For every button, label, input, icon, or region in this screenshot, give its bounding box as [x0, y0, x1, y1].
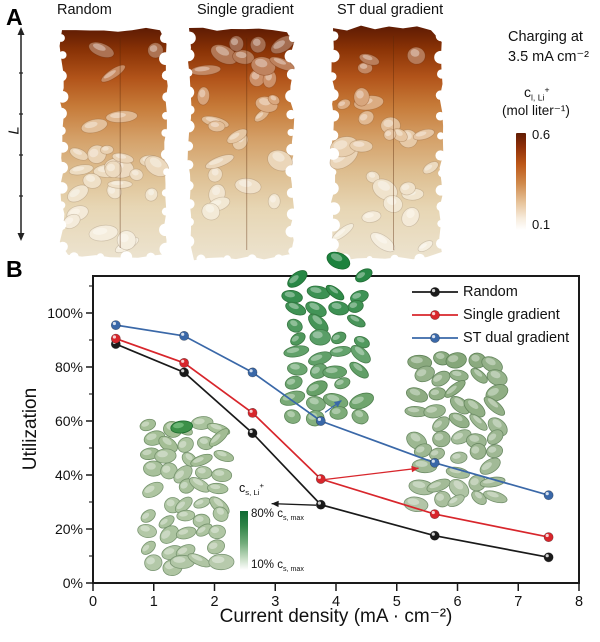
data-point	[543, 490, 554, 501]
data-point	[315, 499, 326, 510]
structure-label-single-gradient: Single gradient	[197, 2, 294, 18]
legend-label-single-gradient: Single gradient	[463, 307, 560, 323]
electrode-render-st-dual-gradient	[325, 25, 448, 265]
structure-label-random: Random	[57, 2, 112, 18]
series-st-dual-gradient	[110, 320, 554, 501]
charging-note: Charging at 3.5 mA cm⁻²	[508, 28, 589, 67]
solid-scale-min: 10% cs, max	[251, 559, 304, 573]
svg-text:80%: 80%	[55, 359, 83, 375]
svg-text:2: 2	[210, 594, 218, 610]
x-axis-title: Current density (mA · cm⁻²)	[219, 606, 453, 627]
porous-structure	[181, 27, 299, 264]
legend-marker-random	[412, 287, 458, 297]
particle-column	[279, 251, 374, 427]
data-point	[315, 416, 326, 426]
data-point	[110, 333, 121, 344]
data-point	[429, 509, 440, 519]
data-point	[247, 367, 258, 378]
charging-note-line2: 3.5 mA cm⁻²	[508, 48, 589, 65]
data-point	[179, 330, 189, 341]
svg-text:5: 5	[393, 594, 401, 610]
inset-particles-random	[137, 416, 235, 577]
svg-text:100%: 100%	[47, 305, 83, 321]
svg-text:3: 3	[271, 594, 279, 610]
data-point	[179, 357, 189, 368]
porous-structure	[325, 25, 448, 265]
chart-legend: Random Single gradient ST dual gradient	[412, 283, 569, 347]
solid-scale-bar	[240, 511, 248, 570]
data-point	[179, 367, 189, 378]
x-axis-ticks: 0 1 2 3 4 5 6 7 8	[89, 584, 583, 610]
legend-item-st-dual-gradient: ST dual gradient	[412, 329, 569, 347]
liquid-conc-symbol: cl, Li+	[524, 84, 550, 103]
liquid-colorbar-min: 0.1	[532, 217, 551, 232]
legend-marker-single-gradient	[412, 310, 458, 320]
svg-text:1: 1	[150, 594, 158, 610]
svg-text:0%: 0%	[63, 575, 83, 591]
charging-note-line1: Charging at	[508, 29, 583, 45]
legend-marker-st-dual-gradient	[412, 333, 458, 343]
annotation-arrow	[323, 465, 419, 481]
inset-particles-single	[403, 351, 509, 513]
svg-text:20%: 20%	[55, 521, 83, 537]
porous-structure	[55, 27, 173, 263]
series-single-gradient	[110, 333, 554, 542]
liquid-colorbar-max: 0.6	[532, 127, 551, 142]
electrode-render-single-gradient	[181, 27, 299, 264]
particle-column	[137, 416, 235, 577]
annotation-arrow	[324, 399, 342, 413]
svg-text:6: 6	[453, 594, 461, 610]
panel-a-label: A	[6, 4, 23, 30]
liquid-colorbar	[516, 133, 526, 230]
inset-particles-st-dual	[279, 251, 374, 429]
legend-label-random: Random	[463, 284, 518, 300]
structure-label-st-dual-gradient: ST dual gradient	[337, 2, 444, 18]
data-point	[543, 552, 554, 563]
legend-label-st-dual-gradient: ST dual gradient	[463, 330, 570, 346]
svg-text:8: 8	[575, 594, 583, 610]
data-point	[247, 428, 258, 438]
solid-conc-symbol: cs, Li+	[239, 481, 264, 498]
series-random	[110, 339, 554, 563]
electrode-render-random	[55, 27, 173, 263]
y-axis-ticks: 0% 20% 40% 60% 80% 100%	[47, 285, 92, 591]
annotation-arrow	[271, 500, 317, 508]
svg-text:60%: 60%	[55, 413, 83, 429]
data-point	[110, 320, 121, 330]
svg-text:7: 7	[514, 594, 522, 610]
legend-item-single-gradient: Single gradient	[412, 306, 569, 324]
svg-text:0: 0	[89, 594, 97, 610]
particle-column	[403, 351, 509, 513]
svg-text:40%: 40%	[55, 467, 83, 483]
length-arrow	[17, 27, 25, 241]
svg-text:4: 4	[332, 594, 340, 610]
liquid-conc-unit: (mol liter⁻¹)	[502, 103, 570, 118]
data-point	[543, 532, 554, 542]
data-point	[429, 530, 440, 541]
data-point	[247, 407, 258, 418]
legend-item-random: Random	[412, 283, 569, 301]
solid-scale-max: 80% cs, max	[251, 508, 304, 522]
data-point	[429, 457, 440, 468]
panel-b-label: B	[6, 256, 23, 282]
